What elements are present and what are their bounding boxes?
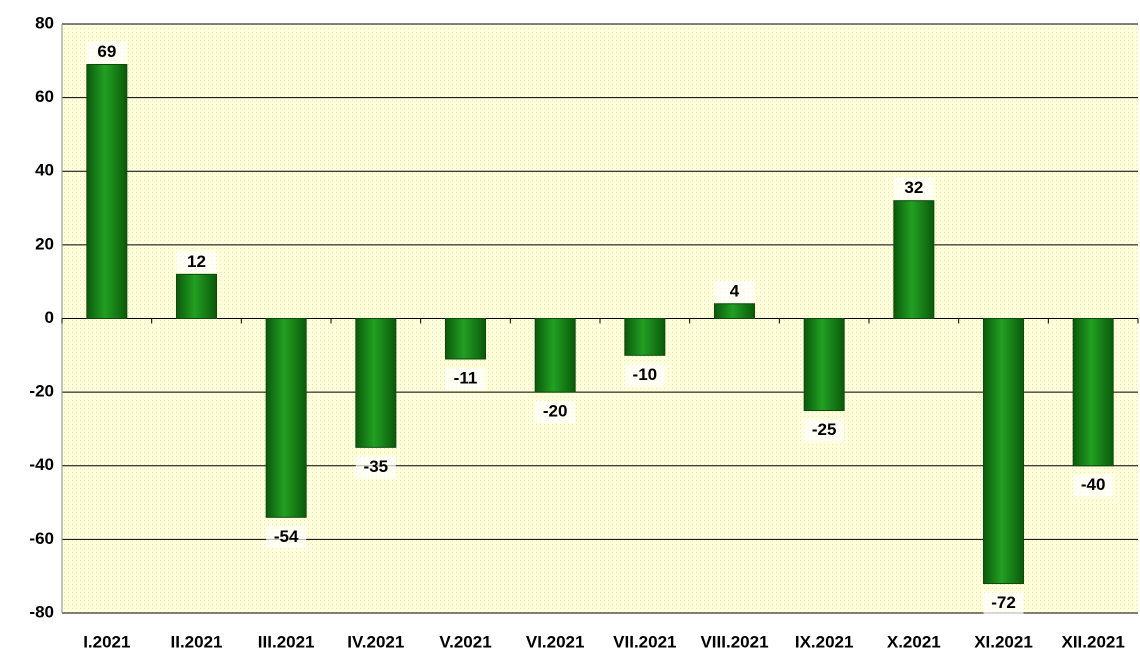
value-label-bg <box>535 401 576 424</box>
x-tick-label: I.2021 <box>83 632 130 651</box>
x-tick-label: XI.2021 <box>974 632 1033 651</box>
value-label-bg <box>1073 474 1114 497</box>
value-label-bg <box>804 419 845 442</box>
x-tick-label: IX.2021 <box>795 632 854 651</box>
bar <box>176 273 217 320</box>
x-tick-label: XII.2021 <box>1062 632 1125 651</box>
bar <box>803 318 845 412</box>
bar <box>534 318 576 393</box>
x-tick-label: VI.2021 <box>526 632 585 651</box>
value-label-bg <box>624 364 665 387</box>
x-tick-label: III.2021 <box>258 632 315 651</box>
value-label-bg <box>176 251 217 274</box>
value-label: -35 <box>364 457 389 476</box>
bar <box>714 303 755 319</box>
y-tick-label: 0 <box>45 308 54 327</box>
y-tick-label: 40 <box>35 161 54 180</box>
value-label-bg <box>86 41 127 64</box>
x-tick-label: IV.2021 <box>347 632 404 651</box>
x-tick-label: VIII.2021 <box>700 632 768 651</box>
bar <box>355 318 397 448</box>
value-label: -10 <box>633 365 658 384</box>
x-tick-label: X.2021 <box>887 632 941 651</box>
bar <box>983 318 1024 585</box>
value-label: 4 <box>730 281 740 300</box>
value-label: 32 <box>904 178 923 197</box>
value-label-bg <box>355 456 396 479</box>
y-tick-label: 20 <box>35 234 54 253</box>
y-tick-label: -80 <box>29 602 54 621</box>
bar <box>624 318 666 356</box>
value-label-bg <box>266 526 307 549</box>
y-tick-label: 80 <box>35 13 54 32</box>
value-label-bg <box>445 367 486 390</box>
value-label-bg <box>983 592 1024 615</box>
x-tick-label: VII.2021 <box>613 632 676 651</box>
x-tick-label: V.2021 <box>439 632 491 651</box>
bar <box>86 63 128 320</box>
y-tick-label: 60 <box>35 87 54 106</box>
bar <box>1072 318 1114 467</box>
value-label-bg <box>714 280 755 303</box>
bar <box>445 318 486 360</box>
value-label: -40 <box>1081 475 1106 494</box>
value-label-bg <box>893 177 934 200</box>
x-tick-label: II.2021 <box>171 632 223 651</box>
y-tick-label: -20 <box>29 382 54 401</box>
bar <box>265 318 307 518</box>
y-tick-label: -40 <box>29 455 54 474</box>
bar <box>893 200 935 319</box>
value-label: -25 <box>812 420 837 439</box>
value-label: 69 <box>97 42 116 61</box>
y-tick-label: -60 <box>29 529 54 548</box>
value-label: 12 <box>187 252 206 271</box>
value-label: -72 <box>991 593 1016 612</box>
value-label: -54 <box>274 527 299 546</box>
value-label: -20 <box>543 402 568 421</box>
value-label: -11 <box>454 368 478 387</box>
